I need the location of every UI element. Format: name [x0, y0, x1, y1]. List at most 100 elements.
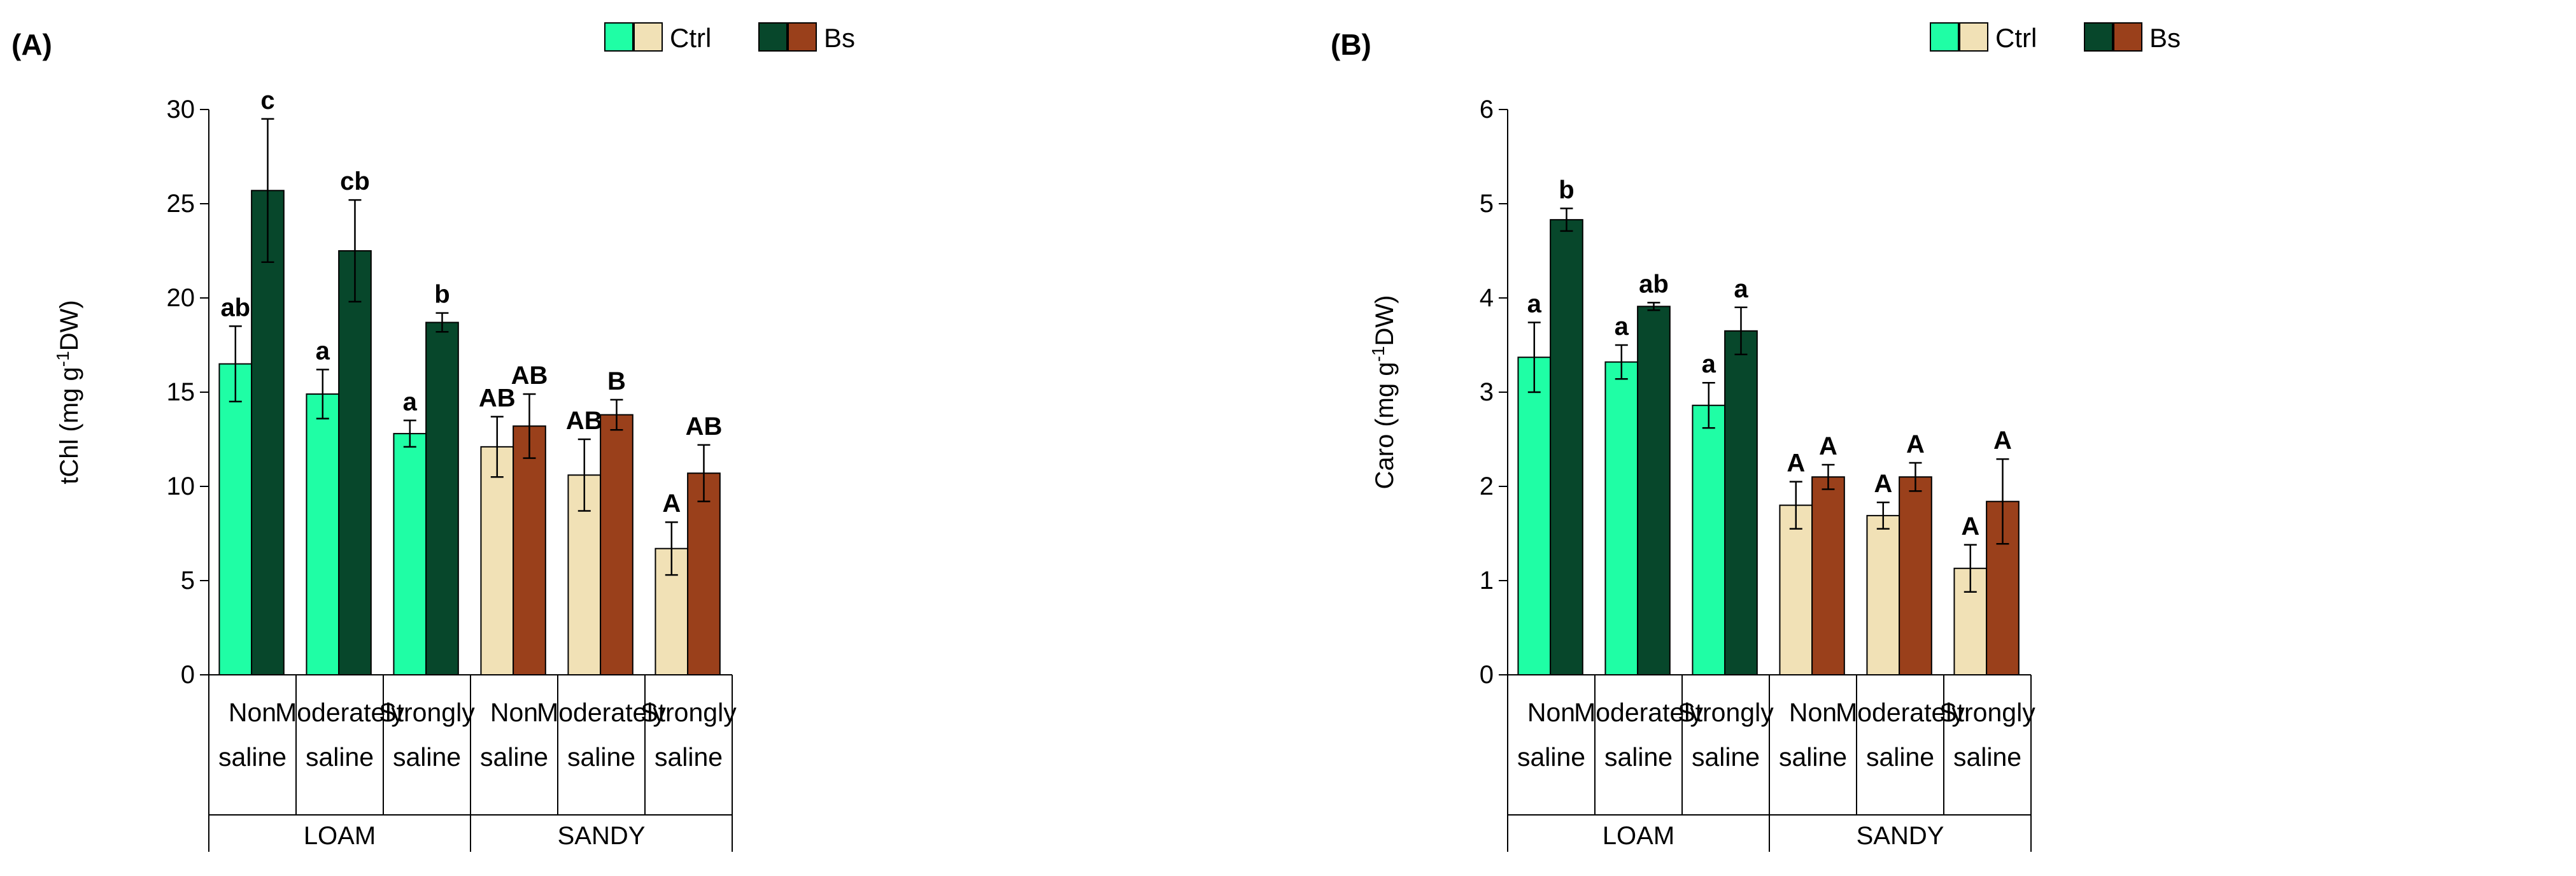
bar-ctrl: [1866, 514, 1900, 675]
bar-bs: [1811, 476, 1845, 675]
significance-label: a: [1615, 313, 1629, 341]
x-category-label-line2: saline: [1866, 742, 1934, 772]
x-category-label-line2: saline: [1953, 742, 2021, 772]
x-category-label-line1: Strongly: [640, 698, 737, 727]
y-tick-label: 0: [1480, 661, 1494, 689]
x-category-label-line1: Strongly: [1939, 698, 2035, 727]
chart-panel-b: (B) 0 1 2 3 4 5 6 Caro (mg g-1DW) Non saline Modera…: [1331, 28, 2035, 852]
x-category-label-line1: Non: [229, 698, 276, 727]
x-category-label-line1: Strongly: [1678, 698, 1774, 727]
bar-bs: [1637, 306, 1671, 675]
x-category-label-line1: Non: [1527, 698, 1575, 727]
significance-label: ab: [220, 293, 250, 321]
y-axis-label: Caro (mg g-1DW): [1368, 295, 1399, 490]
legend-swatch-bs: [2084, 22, 2113, 52]
x-group-label: SANDY: [1857, 822, 1944, 850]
legend-swatch-bs: [758, 22, 788, 52]
y-tick-label: 5: [181, 567, 195, 595]
bar-bs: [338, 250, 372, 675]
y-tick-label: 1: [1480, 567, 1494, 595]
x-category-label-line2: saline: [480, 742, 548, 772]
significance-label: AB: [566, 407, 603, 435]
panel-label: (B): [1331, 28, 1371, 61]
y-tick-label: 30: [167, 95, 195, 124]
bar-ctrl: [218, 363, 253, 675]
y-tick-label: 3: [1480, 378, 1494, 406]
legend-swatch-ctrl: [1959, 22, 1988, 52]
y-tick-label: 6: [1480, 95, 1494, 124]
bar-ctrl: [1604, 361, 1639, 675]
significance-label: A: [1819, 432, 1837, 460]
x-group-label: LOAM: [304, 822, 376, 850]
x-category-label-line1: Moderately: [275, 698, 404, 727]
legend-swatch-ctrl: [604, 22, 633, 52]
x-category-label-line2: saline: [1779, 742, 1847, 772]
significance-label: cb: [340, 167, 370, 195]
significance-label: b: [434, 281, 449, 309]
x-category-label-line2: saline: [655, 742, 723, 772]
x-category-label-line2: saline: [1692, 742, 1760, 772]
legend-swatch-bs: [788, 22, 817, 52]
x-category-label-line2: saline: [393, 742, 461, 772]
legend-swatch-ctrl: [633, 22, 663, 52]
x-category-label-line2: saline: [218, 742, 287, 772]
bar-ctrl: [480, 446, 514, 676]
significance-label: B: [607, 367, 626, 395]
y-axis-label: tChl (mg g-1DW): [53, 300, 83, 484]
legend-panel-b: Ctrl Bs: [1930, 22, 2181, 53]
panel-label: (A): [11, 28, 52, 61]
y-tick-label: 15: [167, 378, 195, 406]
bar-ctrl: [306, 393, 340, 676]
legend-swatch-bs: [2113, 22, 2142, 52]
significance-label: a: [1702, 350, 1716, 378]
bar-bs: [1550, 219, 1583, 676]
significance-label: A: [662, 490, 681, 518]
legend-swatch-ctrl: [1930, 22, 1959, 52]
x-category-label-line1: Moderately: [537, 698, 666, 727]
x-category-label-line2: saline: [1517, 742, 1585, 772]
legend-label-bs: Bs: [824, 23, 855, 53]
y-tick-label: 5: [1480, 190, 1494, 218]
x-category-label-line1: Moderately: [1836, 698, 1965, 727]
significance-label: A: [1874, 470, 1892, 498]
significance-label: A: [1906, 430, 1925, 458]
bar-ctrl: [1692, 404, 1726, 675]
y-tick-label: 4: [1480, 284, 1494, 312]
significance-label: ab: [1639, 270, 1669, 298]
y-tick-label: 0: [181, 661, 195, 689]
significance-label: A: [1993, 427, 2012, 455]
significance-label: A: [1961, 512, 1979, 540]
bar-bs: [1724, 330, 1758, 675]
chart-panel-a: (A) 0 5 10 15 20 25 30 tChl (mg g-1DW) Non saline M…: [11, 28, 737, 852]
bar-bs: [425, 321, 459, 676]
bar-bs: [251, 190, 285, 675]
x-category-label-line1: Non: [1789, 698, 1837, 727]
y-tick-label: 10: [167, 472, 195, 500]
significance-label: a: [316, 337, 330, 365]
significance-label: b: [1559, 176, 1574, 204]
x-category-label-line1: Moderately: [1574, 698, 1703, 727]
x-group-label: SANDY: [558, 822, 646, 850]
x-category-label-line2: saline: [306, 742, 374, 772]
bar-ctrl: [393, 433, 427, 675]
bar-bs: [1899, 476, 1932, 675]
x-group-label: LOAM: [1603, 822, 1674, 850]
bar-bs: [687, 472, 721, 676]
legend-label-bs: Bs: [2149, 23, 2181, 53]
bar-bs: [513, 425, 546, 676]
legend-label-ctrl: Ctrl: [670, 23, 711, 53]
bar-bs: [600, 414, 633, 676]
significance-label: a: [1734, 275, 1748, 303]
significance-label: A: [1787, 449, 1805, 477]
y-tick-label: 20: [167, 284, 195, 312]
significance-label: AB: [511, 362, 548, 390]
significance-label: a: [1527, 290, 1542, 318]
significance-label: c: [260, 87, 274, 115]
y-tick-label: 25: [167, 190, 195, 218]
significance-label: AB: [479, 384, 516, 412]
legend-label-ctrl: Ctrl: [1995, 23, 2037, 53]
significance-label: AB: [686, 413, 723, 441]
x-category-label-line2: saline: [1604, 742, 1673, 772]
